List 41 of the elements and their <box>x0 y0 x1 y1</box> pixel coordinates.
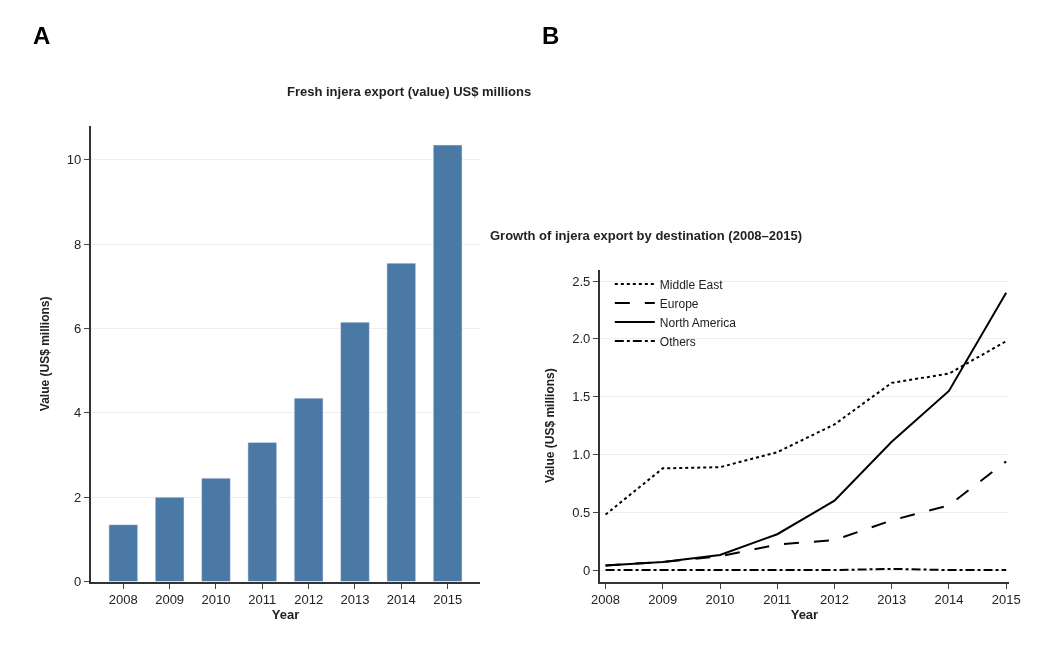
y-tick-label: 0 <box>583 562 591 578</box>
y-tick-label: 4 <box>74 405 82 421</box>
x-tick-label: 2009 <box>155 592 185 608</box>
x-tick-label: 2011 <box>763 592 792 608</box>
legend-label: North America <box>659 315 737 330</box>
y-tick-label: 1.5 <box>572 389 591 405</box>
x-tick-label: 2011 <box>248 592 277 608</box>
x-tick-label: 2008 <box>591 592 621 608</box>
x-tick-label: 2013 <box>877 592 907 608</box>
legend-label: Europe <box>659 296 699 311</box>
y-tick-label: 2.5 <box>572 273 591 289</box>
y-tick-label: 2 <box>74 489 82 505</box>
x-tick-label: 2010 <box>705 592 735 608</box>
y-axis-title: Value (US$ millions) <box>542 368 557 483</box>
y-tick-label: 8 <box>74 236 82 252</box>
y-axis-title: Value (US$ millions) <box>37 296 52 412</box>
x-tick-label: 2010 <box>201 592 231 608</box>
x-tick-label: 2012 <box>294 592 324 608</box>
x-tick-label: 2014 <box>934 592 964 608</box>
x-tick-label: 2013 <box>340 592 370 608</box>
bar <box>108 524 138 582</box>
x-tick-label: 2015 <box>991 592 1021 608</box>
y-tick-label: 2.0 <box>572 331 591 347</box>
x-axis-title: Year <box>271 607 300 623</box>
legend-label: Middle East <box>659 277 724 292</box>
legend-label: Others <box>659 334 696 349</box>
text: A <box>33 22 51 49</box>
chart-title: Fresh injera export (value) US$ millions <box>287 84 532 99</box>
x-tick-label: 2008 <box>108 592 138 608</box>
y-tick-label: 0.5 <box>572 504 591 520</box>
y-tick-label: 0 <box>74 574 82 590</box>
x-tick-label: 2009 <box>648 592 678 608</box>
x-tick-label: 2014 <box>386 592 416 608</box>
x-tick-label: 2012 <box>820 592 849 608</box>
chart-title: Growth of injera export by destination (2008–2015) <box>490 228 803 243</box>
y-tick-label: 10 <box>66 152 82 168</box>
y-tick-label: 1.0 <box>572 447 591 463</box>
y-tick-label: 6 <box>74 321 82 337</box>
x-tick-label: 2015 <box>433 592 463 608</box>
text: B <box>542 22 560 49</box>
x-axis-title: Year <box>790 607 819 623</box>
